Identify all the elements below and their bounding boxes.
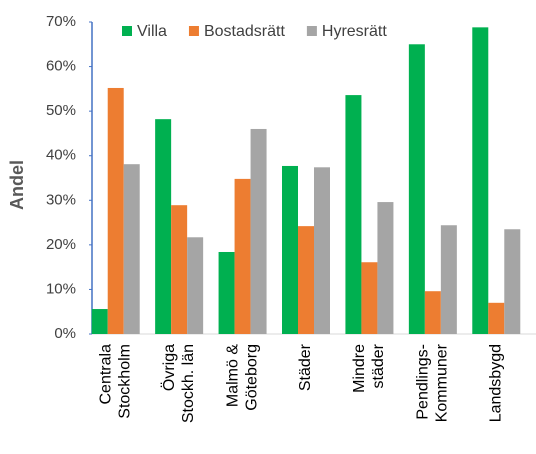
bar: [91, 309, 108, 334]
x-tick-label: Centrala: [97, 344, 114, 405]
x-tick-label: Pendlings-: [415, 344, 432, 420]
x-tick-label: Mindre: [351, 344, 368, 393]
bar: [424, 291, 441, 334]
y-tick-label: 40%: [46, 147, 76, 164]
bar: [171, 205, 188, 334]
bar: [234, 178, 251, 334]
bar: [440, 225, 457, 334]
bar: [155, 119, 172, 334]
bar: [345, 95, 362, 335]
y-tick-label: 10%: [46, 280, 76, 297]
legend-swatch: [122, 26, 132, 36]
x-tick-label: Landsbygd: [488, 344, 505, 422]
y-tick-label: 50%: [46, 102, 76, 119]
y-tick-label: 70%: [46, 13, 76, 30]
bar: [472, 27, 489, 334]
bar: [488, 302, 505, 334]
bar: [361, 262, 378, 334]
y-axis-label: Andel: [7, 160, 27, 210]
x-tick-label: Göteborg: [243, 344, 260, 411]
x-tick-label: Kommuner: [434, 343, 451, 422]
legend-label: Hyresrätt: [322, 23, 387, 40]
legend-label: Villa: [137, 23, 167, 40]
y-tick-label: 0%: [54, 325, 76, 342]
bar: [250, 128, 267, 334]
bar: [377, 202, 394, 334]
x-tick-label: städer: [370, 343, 387, 388]
bar: [314, 167, 330, 334]
bar: [123, 164, 140, 334]
y-tick-label: 30%: [46, 191, 76, 208]
y-tick-label: 60%: [46, 58, 76, 75]
bar: [187, 237, 204, 334]
bar: [107, 87, 124, 334]
x-tick-label: Städer: [297, 343, 314, 391]
legend-swatch: [188, 26, 199, 36]
bar: [218, 251, 235, 334]
bar: [298, 226, 314, 334]
bar: [282, 165, 298, 334]
x-tick-label: Stockh. län: [180, 344, 197, 423]
x-tick-label: Malmö &: [224, 344, 241, 407]
legend-label: Bostadsrätt: [204, 23, 285, 40]
x-tick-label: Stockholm: [116, 344, 133, 419]
legend-swatch: [306, 26, 317, 36]
x-tick-label: Övriga: [160, 344, 178, 391]
bar: [408, 44, 425, 335]
y-tick-label: 20%: [46, 236, 76, 253]
bar: [504, 229, 521, 334]
